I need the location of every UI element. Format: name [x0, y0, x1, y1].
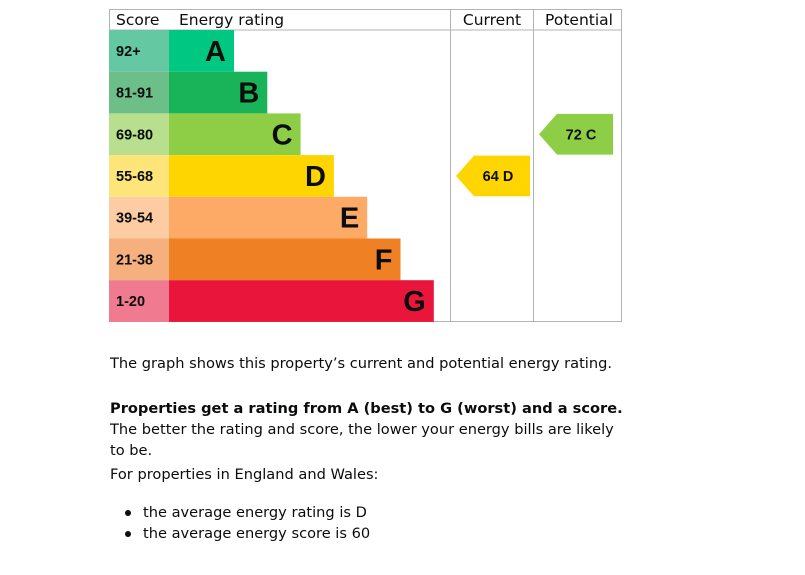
chart-headers: Score Energy rating Current Potential: [116, 11, 613, 29]
header-score: Score: [116, 11, 159, 29]
score-range-b: 81-91: [116, 86, 153, 102]
potential-rating-arrow: [539, 113, 613, 155]
band-bar-f: [169, 238, 401, 281]
rating-explanation-rest: The better the rating and score, the low…: [110, 421, 614, 459]
band-bar-c: [169, 113, 301, 156]
band-letter-f: F: [375, 244, 393, 276]
score-cell-a: [109, 30, 169, 72]
current-rating-arrow: [456, 155, 530, 197]
band-bar-b: [169, 71, 268, 114]
score-range-e: 39-54: [116, 211, 153, 227]
score-range-f: 21-38: [116, 252, 153, 268]
band-letter-e: E: [340, 203, 359, 235]
header-potential: Potential: [545, 11, 613, 29]
band-bar-g: [169, 280, 434, 322]
rating-bands: 92+ A 81-91 B 69-80 C 55-68 D 39-54 E 21-38 F 1-20 G: [109, 30, 434, 322]
energy-rating-chart: Score Energy rating Current Potential 92…: [109, 9, 622, 322]
score-cell-b: [109, 71, 169, 114]
current-rating-label: 64 D: [483, 169, 514, 185]
rating-explanation-bold: Properties get a rating from A (best) to…: [110, 400, 623, 417]
region-intro: For properties in England and Wales:: [110, 466, 379, 483]
potential-rating-label: 72 C: [566, 127, 597, 143]
band-letter-c: C: [272, 119, 293, 151]
score-range-a: 92+: [116, 44, 141, 60]
header-current: Current: [463, 11, 521, 29]
band-bar-e: [169, 196, 368, 239]
score-range-c: 69-80: [116, 127, 153, 143]
list-item: the average energy score is 60: [110, 523, 370, 544]
band-bar-d: [169, 155, 334, 197]
score-cell-f: [109, 238, 169, 281]
rating-arrows: 64 D 72 C: [456, 113, 613, 197]
rating-explanation: Properties get a rating from A (best) to…: [110, 398, 630, 461]
band-letter-d: D: [305, 161, 326, 193]
averages-list: the average energy rating is D the avera…: [110, 502, 370, 544]
list-item: the average energy rating is D: [110, 502, 370, 523]
band-letter-a: A: [205, 36, 226, 68]
score-cell-d: [109, 155, 169, 197]
score-range-g: 1-20: [116, 294, 145, 310]
score-cell-c: [109, 113, 169, 156]
score-range-d: 55-68: [116, 169, 153, 185]
header-energy-rating: Energy rating: [179, 11, 284, 29]
chart-description: The graph shows this property’s current …: [110, 355, 613, 372]
score-cell-g: [109, 280, 169, 322]
band-bar-a: [169, 30, 234, 72]
band-letter-b: B: [238, 78, 259, 110]
band-letter-g: G: [403, 286, 426, 318]
score-cell-e: [109, 196, 169, 239]
